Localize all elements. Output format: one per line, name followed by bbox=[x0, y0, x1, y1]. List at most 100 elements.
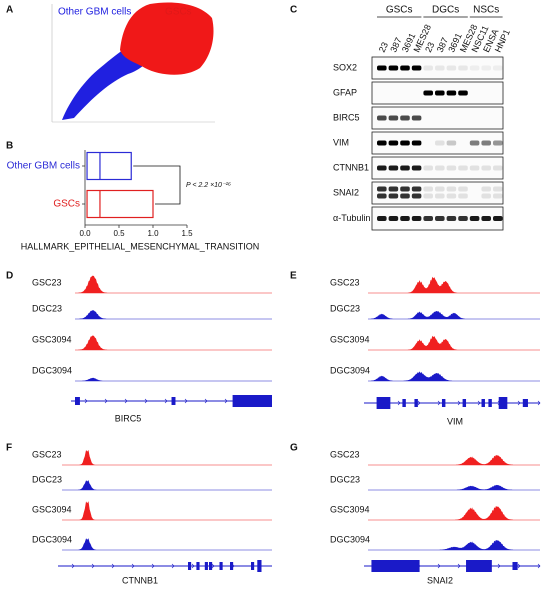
band bbox=[388, 193, 399, 199]
band bbox=[469, 65, 480, 71]
sample-label: GSC3094 bbox=[330, 504, 370, 514]
band bbox=[458, 90, 468, 96]
coverage-track bbox=[62, 501, 272, 521]
band bbox=[388, 216, 399, 221]
exon bbox=[75, 397, 80, 405]
band bbox=[423, 186, 433, 192]
band bbox=[400, 115, 410, 121]
band bbox=[400, 186, 410, 192]
strand-arrow bbox=[497, 563, 501, 569]
coverage-track bbox=[368, 539, 540, 551]
band bbox=[493, 65, 503, 71]
strand-arrow bbox=[171, 563, 175, 569]
band bbox=[469, 216, 480, 221]
band bbox=[377, 193, 387, 199]
panel-label: F bbox=[6, 443, 12, 454]
panel-label: G bbox=[290, 443, 298, 454]
band bbox=[493, 140, 503, 146]
band bbox=[400, 165, 410, 171]
band bbox=[435, 186, 445, 192]
box-plot: 0.0 0.5 1.0 1.5 Other GBM cells GSCs P < 2.2 ×… bbox=[7, 150, 259, 251]
band bbox=[423, 90, 433, 96]
sample-label: GSC23 bbox=[32, 449, 62, 459]
p-value: P < 2.2 ×10⁻¹⁶ bbox=[186, 182, 231, 189]
coverage-track bbox=[75, 335, 272, 351]
band bbox=[446, 193, 457, 199]
coverage-track bbox=[62, 449, 272, 466]
exon bbox=[232, 395, 272, 407]
x-tick-label: 0.5 bbox=[113, 229, 125, 238]
exon bbox=[462, 399, 467, 407]
coverage-track bbox=[368, 484, 540, 491]
blot-frame bbox=[371, 106, 504, 130]
strand-arrow bbox=[477, 400, 481, 406]
panel-label: A bbox=[6, 5, 13, 16]
band bbox=[458, 216, 468, 221]
coverage-track bbox=[368, 276, 540, 294]
category-label: Other GBM cells bbox=[7, 161, 80, 172]
band bbox=[388, 165, 399, 171]
blot-frame bbox=[371, 56, 504, 80]
coverage-track bbox=[62, 538, 272, 551]
category-label: GSCs bbox=[53, 199, 80, 210]
band bbox=[423, 216, 433, 221]
strand-arrow bbox=[164, 398, 168, 404]
band bbox=[377, 186, 387, 192]
strand-arrow bbox=[437, 400, 441, 406]
blot-frame bbox=[371, 181, 504, 205]
strand-arrow bbox=[151, 563, 155, 569]
exon bbox=[188, 562, 192, 570]
pca-scatter: Other GBM cells GSCs bbox=[51, 2, 215, 123]
protein-label: SOX2 bbox=[333, 62, 357, 72]
exon bbox=[371, 560, 420, 572]
strand-arrow bbox=[211, 563, 215, 569]
strand-arrow bbox=[457, 400, 461, 406]
strand-arrow bbox=[71, 563, 75, 569]
strand-arrow bbox=[184, 398, 188, 404]
group-label: NSCs bbox=[473, 5, 499, 16]
panel-label: B bbox=[6, 141, 13, 152]
exon bbox=[209, 562, 213, 570]
gene-label: CTNNB1 bbox=[122, 575, 158, 585]
protein-label: GFAP bbox=[333, 87, 357, 97]
x-tick-label: 0.0 bbox=[79, 229, 91, 238]
band bbox=[411, 115, 422, 121]
band bbox=[388, 115, 399, 121]
band bbox=[458, 165, 468, 171]
protein-label: VIM bbox=[333, 137, 349, 147]
band bbox=[469, 140, 480, 146]
sample-label: DGC3094 bbox=[330, 365, 370, 375]
lane-label: 23 bbox=[377, 41, 390, 54]
band bbox=[435, 140, 445, 146]
sample-label: GSC3094 bbox=[32, 504, 72, 514]
strand-arrow bbox=[191, 563, 195, 569]
protein-label: α-Tubulin bbox=[333, 213, 370, 223]
coverage-track bbox=[62, 480, 272, 491]
strand-arrow bbox=[224, 398, 228, 404]
band bbox=[435, 216, 445, 221]
band bbox=[388, 65, 399, 71]
exon bbox=[441, 399, 446, 407]
band bbox=[411, 186, 422, 192]
exon bbox=[512, 562, 518, 570]
band bbox=[377, 115, 387, 121]
exon bbox=[219, 562, 223, 570]
bracket bbox=[133, 165, 181, 205]
sample-label: DGC3094 bbox=[330, 534, 370, 544]
strand-arrow bbox=[124, 398, 128, 404]
group-label: GSCs bbox=[165, 7, 192, 18]
band bbox=[423, 65, 433, 71]
exon bbox=[204, 562, 208, 570]
band bbox=[446, 165, 457, 171]
strand-arrow bbox=[517, 400, 521, 406]
band bbox=[423, 193, 433, 199]
exon bbox=[257, 560, 262, 572]
group-label: Other GBM cells bbox=[58, 7, 131, 18]
gene-label: SNAI2 bbox=[427, 575, 453, 585]
band bbox=[411, 216, 422, 221]
band bbox=[481, 186, 491, 192]
panel-labels: A B C D E F G bbox=[6, 5, 298, 454]
exon bbox=[522, 399, 528, 407]
strand-arrow bbox=[537, 563, 541, 569]
